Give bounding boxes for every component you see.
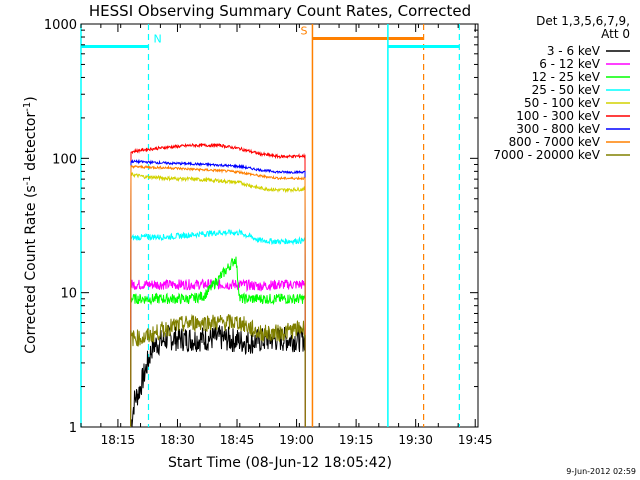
x-axis-label: Start Time (08-Jun-12 18:05:42) bbox=[168, 455, 392, 471]
axes: 18:15 18:30 18:45 19:00 19:15 19:30 19:45 1 10 10… bbox=[44, 18, 493, 447]
series-line-6 bbox=[130, 158, 306, 428]
series-line-5 bbox=[130, 142, 306, 428]
x-tick-label-3: 19:00 bbox=[279, 433, 314, 447]
legend-header-line-1: Det 1,3,5,6,7,9, bbox=[536, 14, 630, 28]
plot-frame bbox=[80, 23, 479, 428]
series-line-2 bbox=[130, 256, 306, 428]
legend-label-2: 12 - 25 keV bbox=[532, 70, 601, 84]
y-tick-label-2: 100 bbox=[52, 152, 77, 167]
y-tick-label-1: 10 bbox=[60, 287, 77, 302]
x-tick-label-6: 19:45 bbox=[458, 433, 493, 447]
x-tick-label-1: 18:30 bbox=[160, 433, 195, 447]
legend-label-7: 800 - 7000 keV bbox=[509, 135, 601, 149]
legend-label-4: 50 - 100 keV bbox=[524, 96, 601, 110]
legend-label-3: 25 - 50 keV bbox=[532, 83, 601, 97]
legend-label-1: 6 - 12 keV bbox=[539, 57, 601, 71]
series-line-8 bbox=[130, 313, 306, 428]
legend-label-8: 7000 - 20000 keV bbox=[493, 148, 600, 162]
series-line-4 bbox=[130, 172, 306, 428]
x-tick-label-2: 18:45 bbox=[220, 433, 255, 447]
y-tick-label-3: 1000 bbox=[44, 18, 77, 33]
y-axis-label: Corrected Count Rate (s-1 detector-1) bbox=[22, 96, 39, 353]
series-line-7 bbox=[130, 164, 306, 428]
series-layer bbox=[130, 142, 306, 428]
legend-label-6: 300 - 800 keV bbox=[516, 122, 600, 136]
x-tick-label-5: 19:30 bbox=[398, 433, 433, 447]
observing-annotations: NS bbox=[80, 24, 460, 427]
x-tick-label-0: 18:15 bbox=[101, 433, 136, 447]
chart-title: HESSI Observing Summary Count Rates, Cor… bbox=[89, 2, 471, 20]
y-tick-label-0: 1 bbox=[69, 421, 77, 436]
annotation-label-n: N bbox=[153, 32, 161, 45]
annotation-label-s: S bbox=[300, 24, 307, 37]
generated-timestamp: 9-Jun-2012 02:59 bbox=[566, 467, 636, 476]
legend-label-5: 100 - 300 keV bbox=[516, 109, 600, 123]
series-line-0 bbox=[130, 324, 306, 428]
legend-label-0: 3 - 6 keV bbox=[547, 44, 601, 58]
x-tick-label-4: 19:15 bbox=[339, 433, 374, 447]
series-line-3 bbox=[130, 228, 306, 428]
series-line-1 bbox=[130, 278, 306, 428]
legend-header-line-2: Att 0 bbox=[601, 27, 630, 41]
